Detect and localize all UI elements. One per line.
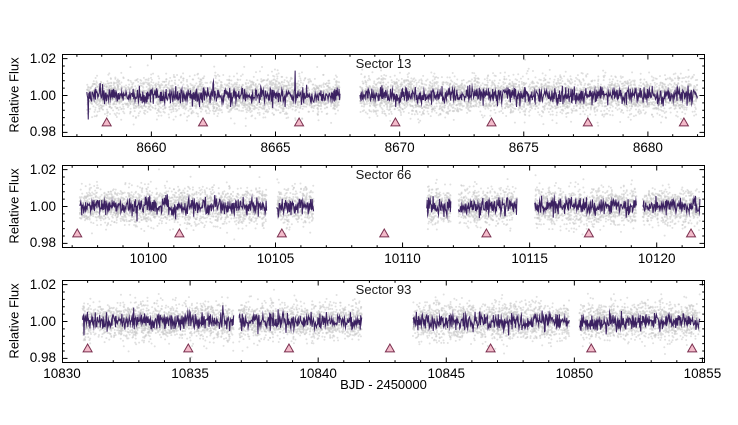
y-tick-label: 1.00	[29, 198, 56, 214]
y-tick-label: 1.02	[29, 276, 56, 292]
x-tick-label: 10830	[43, 366, 81, 381]
sector-66-plot-canvas	[62, 165, 705, 248]
y-tick-label: 0.98	[29, 235, 56, 251]
sector-93-plot-canvas	[62, 280, 705, 363]
x-tick-label: 10115	[511, 251, 548, 266]
x-tick-label: 10855	[683, 366, 722, 381]
x-tick-label: 10100	[129, 251, 168, 266]
x-tick-label: 10105	[256, 251, 295, 266]
x-tick-label: 10840	[299, 366, 337, 381]
x-tick-label: 8680	[632, 140, 663, 155]
x-tick-label: 10120	[637, 251, 676, 266]
y-tick-label: 1.02	[29, 161, 56, 177]
y-tick-label: 1.02	[29, 50, 56, 66]
x-tick-label: 10845	[427, 366, 466, 381]
sector-13-plot-canvas	[62, 54, 705, 137]
x-tick-label: 10850	[555, 366, 594, 381]
y-tick-label: 1.00	[29, 87, 56, 103]
y-tick-label: 1.00	[29, 313, 56, 329]
x-axis-label: BJD - 2450000	[340, 377, 427, 392]
sector-93-panel: Relative Flux Sector 93 10830 10835 10840 1…	[0, 276, 738, 388]
x-tick-label: 8670	[384, 140, 415, 155]
x-tick-label: 10110	[384, 251, 421, 266]
y-tick-label: 0.98	[29, 350, 56, 366]
x-tick-label: 8660	[136, 140, 167, 155]
x-tick-label: 8675	[508, 140, 539, 155]
x-tick-label: 10835	[171, 366, 209, 381]
y-tick-label: 0.98	[29, 124, 56, 140]
x-tick-label: 8665	[260, 140, 291, 155]
sector-13-panel: Relative Flux Sector 13 8660 8665 8670 8675…	[0, 50, 738, 162]
sector-66-panel: Relative Flux Sector 66 10100 10105 10110 1…	[0, 161, 738, 273]
